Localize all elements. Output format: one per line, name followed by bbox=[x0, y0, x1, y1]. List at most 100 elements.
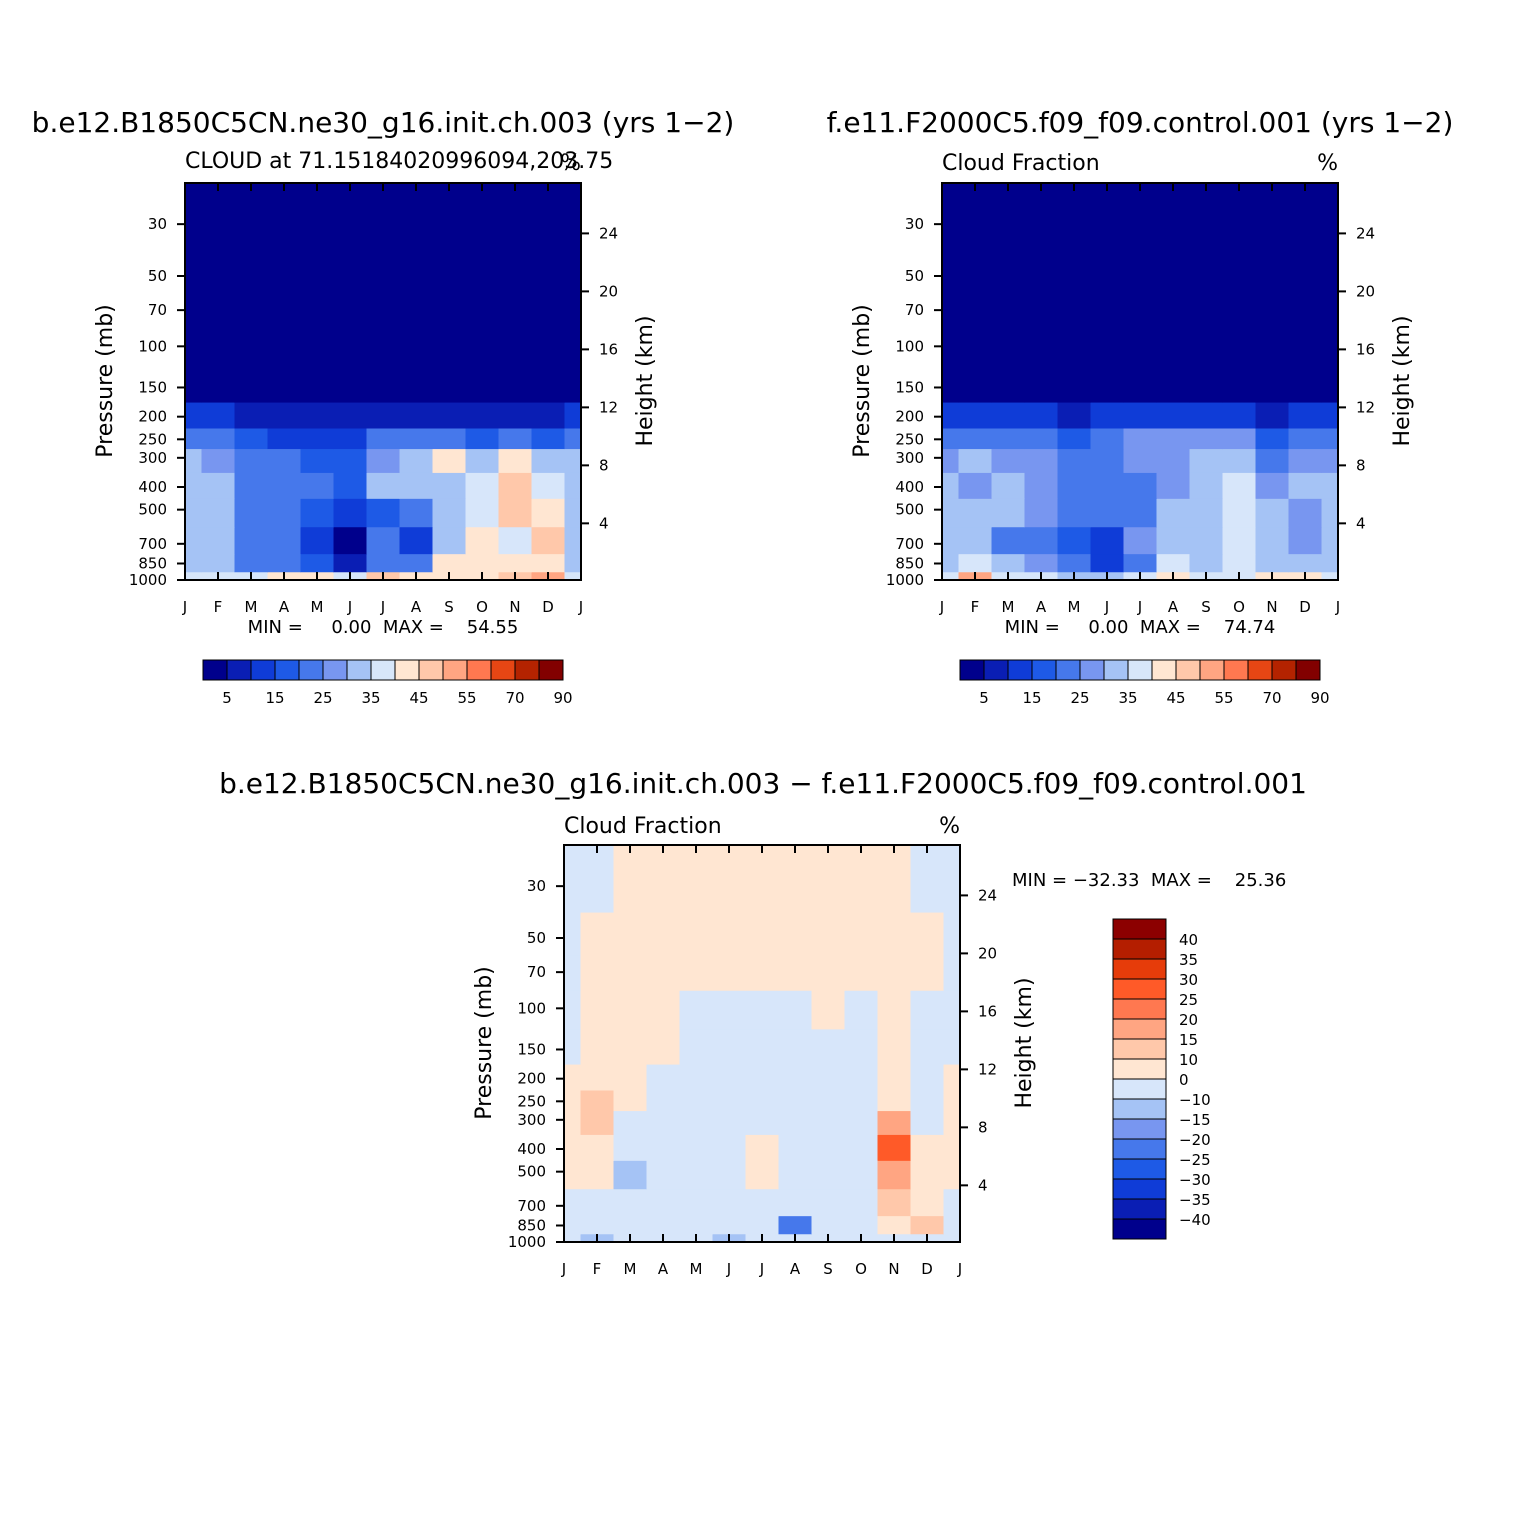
contour-cell bbox=[712, 955, 746, 991]
contour-cell bbox=[399, 366, 433, 403]
contour-cell bbox=[844, 1028, 878, 1065]
contour-cell bbox=[564, 1215, 581, 1235]
contour-cell bbox=[1189, 328, 1223, 368]
x-tick-label: J bbox=[1104, 598, 1109, 616]
contour-cell bbox=[465, 553, 499, 573]
y-tick-label: 400 bbox=[138, 478, 167, 496]
contour-cell bbox=[811, 990, 845, 1030]
contour-cell bbox=[1090, 293, 1124, 329]
contour-cell bbox=[580, 955, 614, 991]
min-max-stats: MIN = −32.33 MAX = 25.36 bbox=[1012, 870, 1286, 891]
contour-cell bbox=[712, 1110, 746, 1135]
x-tick-label: O bbox=[476, 598, 488, 616]
contour-cell bbox=[1057, 427, 1091, 450]
contour-cell bbox=[910, 1064, 944, 1091]
contour-cell bbox=[498, 427, 532, 450]
contour-cell bbox=[399, 498, 433, 528]
contour-cell bbox=[942, 571, 959, 580]
contour-cell bbox=[267, 448, 301, 473]
colorbar-swatch bbox=[1112, 978, 1167, 1000]
y2-tick-label: 4 bbox=[1356, 514, 1366, 532]
contour-cell bbox=[234, 472, 268, 499]
contour-cell bbox=[1024, 183, 1058, 251]
contour-cell bbox=[877, 955, 911, 991]
contour-cell bbox=[745, 990, 779, 1030]
contour-cell bbox=[958, 526, 992, 555]
y-tick-label: 400 bbox=[517, 1140, 546, 1158]
contour-cell bbox=[613, 1134, 647, 1161]
colorbar-label: 5 bbox=[222, 689, 232, 707]
contour-cell bbox=[333, 250, 367, 294]
contour-cell bbox=[712, 1134, 746, 1161]
contour-cell bbox=[564, 526, 581, 555]
contour-cell bbox=[185, 366, 202, 403]
y-tick-label: 100 bbox=[138, 337, 167, 355]
contour-plot bbox=[564, 845, 960, 1242]
contour-cell bbox=[300, 293, 334, 329]
y2-tick-label: 4 bbox=[599, 514, 609, 532]
contour-cell bbox=[531, 366, 565, 403]
contour-cell bbox=[399, 472, 433, 499]
contour-cell bbox=[1024, 427, 1058, 450]
y-tick-label: 850 bbox=[895, 555, 924, 573]
contour-cell bbox=[267, 183, 301, 251]
contour-cell bbox=[465, 183, 499, 251]
contour-cell bbox=[399, 448, 433, 473]
contour-cell bbox=[531, 526, 565, 555]
y-tick-label: 500 bbox=[895, 501, 924, 519]
contour-cell bbox=[1090, 448, 1124, 473]
contour-cell bbox=[646, 1110, 680, 1135]
contour-cell bbox=[811, 1134, 845, 1161]
contour-cell bbox=[234, 498, 268, 528]
contour-cell bbox=[958, 427, 992, 450]
contour-cell bbox=[366, 498, 400, 528]
contour-cell bbox=[267, 498, 301, 528]
contour-cell bbox=[1156, 526, 1190, 555]
contour-cell bbox=[1255, 366, 1289, 403]
contour-cell bbox=[399, 183, 433, 251]
colorbar-swatch bbox=[1112, 1038, 1167, 1060]
contour-cell bbox=[943, 1233, 960, 1242]
contour-cell bbox=[465, 448, 499, 473]
contour-cell bbox=[679, 1089, 713, 1112]
contour-cell bbox=[185, 526, 202, 555]
contour-cell bbox=[1288, 448, 1322, 473]
contour-cell bbox=[679, 1134, 713, 1161]
contour-cell bbox=[201, 250, 235, 294]
contour-cell bbox=[942, 526, 959, 555]
contour-cell bbox=[712, 1064, 746, 1091]
contour-cell bbox=[1255, 250, 1289, 294]
contour-cell bbox=[844, 1089, 878, 1112]
contour-cell bbox=[745, 1064, 779, 1091]
contour-cell bbox=[942, 472, 959, 499]
contour-cell bbox=[201, 553, 235, 573]
contour-cell bbox=[1222, 498, 1256, 528]
contour-cell bbox=[185, 250, 202, 294]
contour-cell bbox=[745, 845, 779, 913]
colorbar-swatch bbox=[1112, 1058, 1167, 1080]
contour-cell bbox=[498, 526, 532, 555]
contour-cell bbox=[1288, 366, 1322, 403]
contour-cell bbox=[564, 1064, 581, 1091]
colorbar: 5 15 25 35 45 55 70 90 bbox=[202, 659, 573, 707]
y-axis-label-height: Height (km) bbox=[633, 315, 658, 446]
contour-cell bbox=[1024, 250, 1058, 294]
contour-cell bbox=[201, 427, 235, 450]
contour-cell bbox=[745, 912, 779, 956]
colorbar-label: 20 bbox=[1179, 1011, 1198, 1029]
contour-cell bbox=[778, 1028, 812, 1065]
contour-cell bbox=[1288, 402, 1322, 429]
contour-cell bbox=[1288, 293, 1322, 329]
contour-cell bbox=[1288, 427, 1322, 450]
contour-cell bbox=[465, 427, 499, 450]
contour-cell bbox=[234, 250, 268, 294]
contour-cell bbox=[1123, 250, 1157, 294]
contour-cell bbox=[1321, 427, 1338, 450]
contour-cell bbox=[432, 427, 466, 450]
contour-cell bbox=[580, 1188, 614, 1217]
colorbar-swatch bbox=[1247, 659, 1273, 681]
colorbar-swatch bbox=[538, 659, 564, 681]
contour-cell bbox=[564, 1160, 581, 1190]
colorbar-label: 45 bbox=[409, 689, 428, 707]
contour-cell bbox=[877, 1215, 911, 1235]
